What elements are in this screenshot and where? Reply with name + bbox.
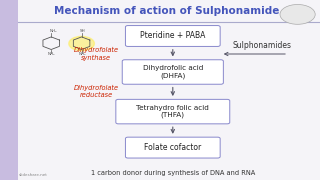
Text: SH: SH [79,28,85,33]
FancyBboxPatch shape [116,99,230,124]
FancyBboxPatch shape [122,60,223,84]
Text: Tetrahydro folic acid
(THFA): Tetrahydro folic acid (THFA) [136,105,209,118]
Text: NH₂: NH₂ [50,28,57,33]
FancyBboxPatch shape [125,137,220,158]
Text: slideshare.net: slideshare.net [19,173,48,177]
Text: Dihydrofolate
synthase: Dihydrofolate synthase [73,47,119,61]
FancyBboxPatch shape [18,0,320,180]
FancyBboxPatch shape [0,0,18,180]
FancyBboxPatch shape [125,26,220,46]
Text: Dihydrofolic acid
(DHFA): Dihydrofolic acid (DHFA) [143,65,203,79]
Circle shape [280,4,315,24]
Text: Sulphonamides: Sulphonamides [232,40,291,50]
Text: Mechanism of action of Sulphonamide: Mechanism of action of Sulphonamide [54,6,279,16]
Circle shape [69,36,94,51]
Text: Pteridine + PABA: Pteridine + PABA [140,31,205,40]
Text: NH₂: NH₂ [78,52,86,56]
Text: 1 carbon donor during synthesis of DNA and RNA: 1 carbon donor during synthesis of DNA a… [91,170,255,176]
Text: Dihydrofolate
reductase: Dihydrofolate reductase [73,85,119,98]
Text: Folate cofactor: Folate cofactor [144,143,201,152]
Text: NH₂: NH₂ [47,52,55,56]
